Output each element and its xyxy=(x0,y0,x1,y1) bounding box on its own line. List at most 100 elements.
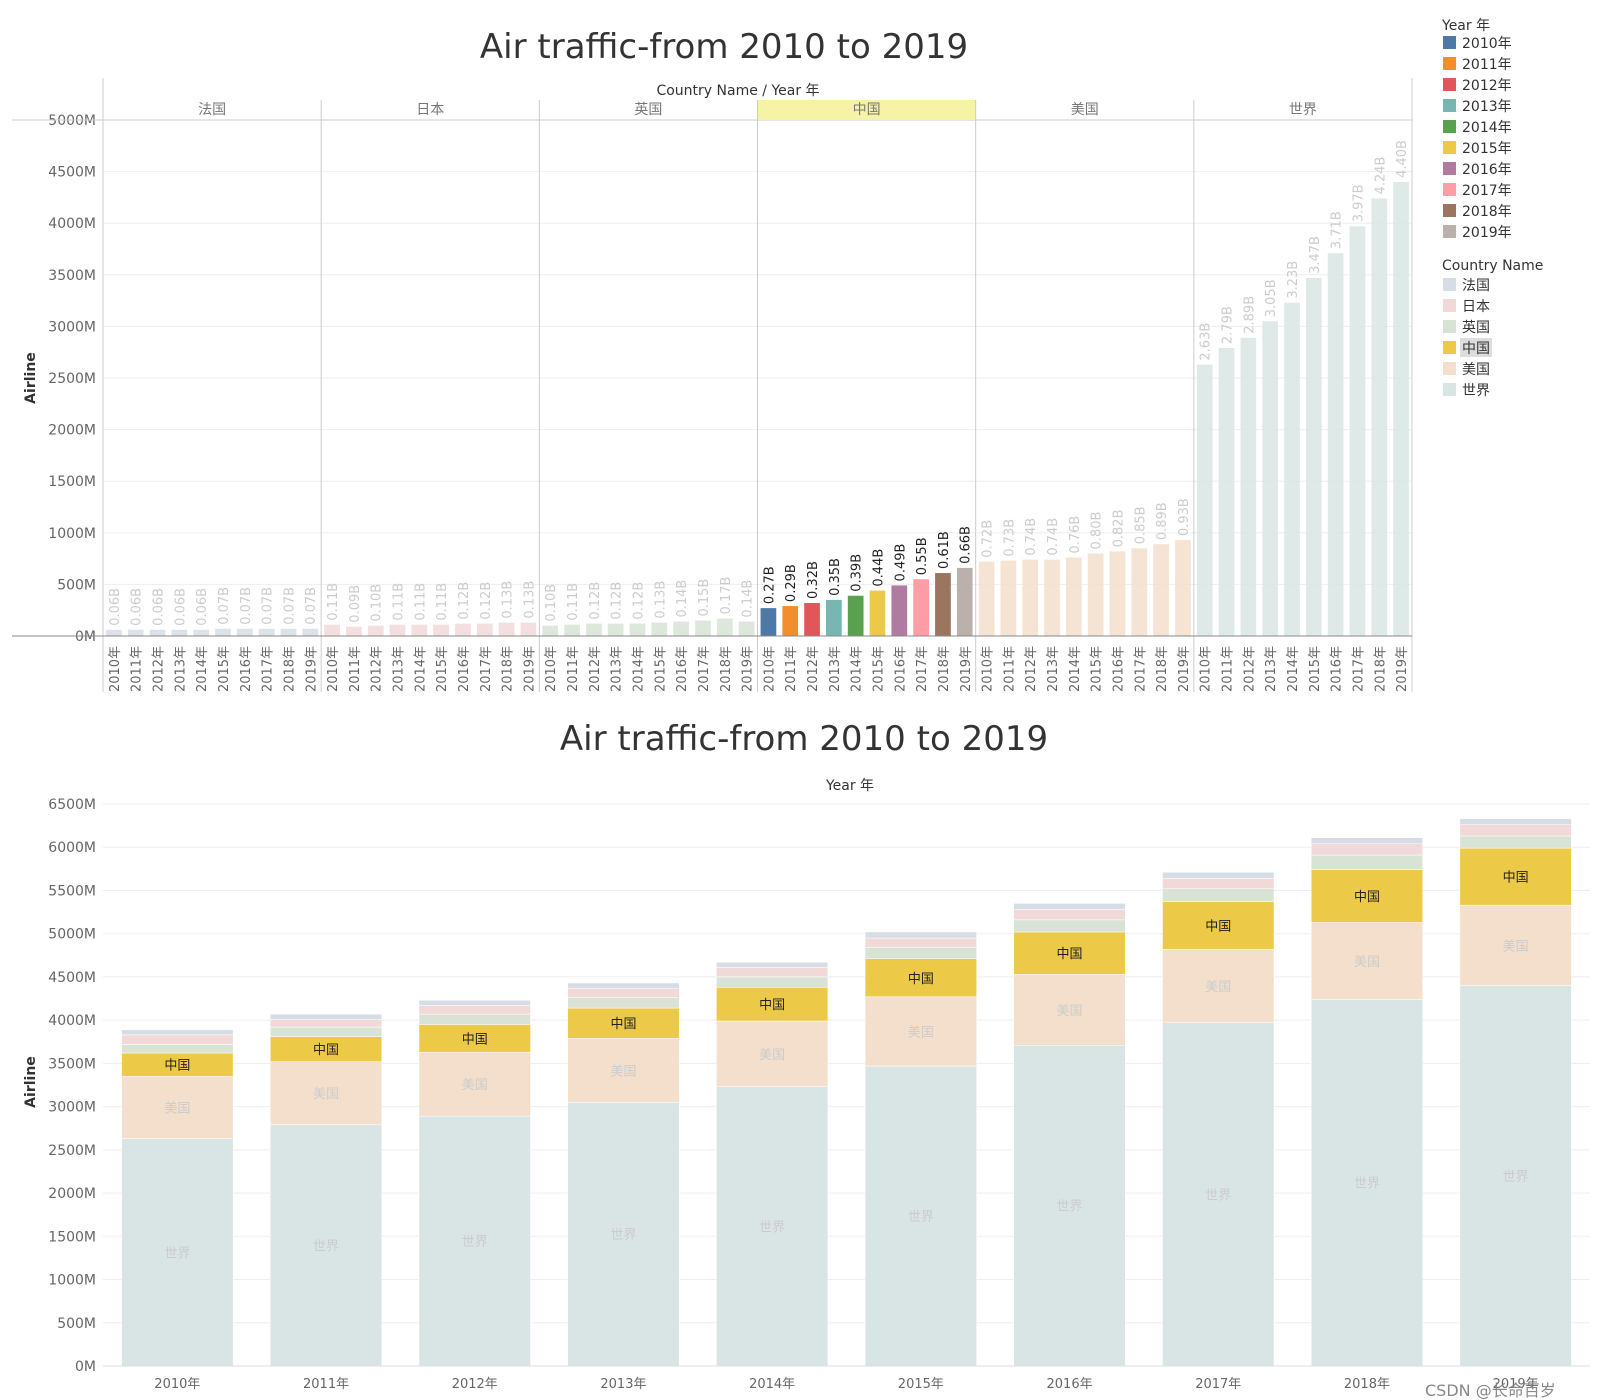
x-tick-label: 2016年 xyxy=(239,646,254,692)
segment-label: 中国 xyxy=(908,972,934,987)
y-tick-label: 4500M xyxy=(48,165,96,181)
x-tick-label: 2015年 xyxy=(653,646,668,692)
x-tick-label: 2013年 xyxy=(828,646,843,692)
x-tick-label: 2016年 xyxy=(1330,646,1345,692)
facet-label: 中国 xyxy=(853,102,881,118)
x-tick-label: 2014年 xyxy=(1286,646,1301,692)
x-tick-label: 2010年 xyxy=(326,646,341,692)
bar xyxy=(760,608,777,636)
bar xyxy=(978,561,995,636)
x-tick-label: 2012年 xyxy=(1024,646,1039,692)
bar xyxy=(847,595,864,636)
bar xyxy=(1327,253,1344,637)
bar xyxy=(1371,198,1388,636)
stack-segment xyxy=(270,1061,383,1126)
bar-value-label: 3.23B xyxy=(1286,261,1301,299)
bar xyxy=(1305,277,1322,636)
x-tick-label: 2018年 xyxy=(1373,646,1388,692)
stack-segment xyxy=(1459,847,1572,906)
legend-swatch xyxy=(1443,204,1456,217)
stack-segment xyxy=(1162,901,1275,950)
bar-value-label: 4.24B xyxy=(1373,157,1388,195)
stack-segment xyxy=(1459,904,1572,986)
bar xyxy=(1175,540,1191,636)
x-tick-label: 2014年 xyxy=(850,646,865,692)
bar-value-label: 0.44B xyxy=(871,549,886,587)
facet-label: 英国 xyxy=(634,101,662,118)
x-tick-label: 2013年 xyxy=(610,646,625,692)
segment-label: 世界 xyxy=(313,1239,339,1254)
bar-value-label: 0.85B xyxy=(1133,506,1148,544)
bar xyxy=(673,621,689,636)
x-tick-label: 2018年 xyxy=(282,646,297,692)
segment-label: 美国 xyxy=(462,1078,488,1093)
x-tick-label: 2011年 xyxy=(1221,646,1236,692)
segment-label: 美国 xyxy=(1205,980,1231,995)
bar xyxy=(826,599,842,636)
segment-label: 美国 xyxy=(1503,939,1529,954)
stack-segment xyxy=(864,937,977,948)
y-tick-label: 2500M xyxy=(48,1143,96,1159)
facet-label: 世界 xyxy=(1289,102,1317,118)
x-tick-label: 2011年 xyxy=(130,646,145,692)
stack-segment xyxy=(864,996,977,1067)
y-tick-label: 2000M xyxy=(48,1186,96,1202)
stack-segment xyxy=(1013,919,1126,933)
bar xyxy=(215,628,231,636)
stack-segment xyxy=(567,1102,680,1367)
bar-value-label: 0.39B xyxy=(850,554,865,592)
x-tick-label: 2012年 xyxy=(152,646,167,692)
stack-segment xyxy=(121,1029,234,1036)
legend-swatch xyxy=(1443,278,1456,291)
stack-segment xyxy=(1162,872,1275,879)
x-tick-label: 2011年 xyxy=(1002,646,1017,692)
legend-year-item: 2018年 xyxy=(1462,204,1512,220)
bar xyxy=(258,628,275,636)
bar xyxy=(607,623,624,636)
bar xyxy=(782,606,799,636)
bar-value-label: 0.72B xyxy=(981,520,996,558)
segment-label: 美国 xyxy=(908,1025,934,1040)
x-tick-label: 2010年 xyxy=(1199,646,1214,692)
x-tick-label: 2010年 xyxy=(544,646,559,692)
stack-segment xyxy=(864,931,977,939)
stack-segment xyxy=(1162,878,1275,889)
bar-value-label: 0.12B xyxy=(457,582,472,620)
bar xyxy=(455,623,471,636)
bar xyxy=(1022,559,1039,636)
x-tick-label: 2018年 xyxy=(1155,646,1170,692)
legend-swatch xyxy=(1443,162,1456,175)
bar-value-label: 0.11B xyxy=(326,583,341,621)
stack-segment xyxy=(1310,843,1423,856)
bar-value-label: 0.07B xyxy=(282,587,297,625)
bar xyxy=(1240,337,1257,636)
bar xyxy=(193,629,210,636)
bar-value-label: 0.13B xyxy=(501,581,516,619)
segment-label: 世界 xyxy=(1354,1177,1380,1192)
legend[interactable]: Year 年 2010年 2011年 2012年 2013年 2014年 2015年 2016… xyxy=(1441,18,1543,399)
x-tick-label: 2014年 xyxy=(1068,646,1083,692)
bar-value-label: 0.07B xyxy=(261,587,276,625)
y-tick-label: 4500M xyxy=(48,970,96,986)
stack-segment xyxy=(270,1036,383,1062)
bar xyxy=(1000,560,1017,636)
y-tick-label: 6000M xyxy=(48,840,96,856)
y-tick-label: 500M xyxy=(57,1316,96,1332)
stack-segment xyxy=(1162,1022,1275,1367)
legend-year-item: 2010年 xyxy=(1462,36,1512,52)
bar xyxy=(367,625,384,636)
x-tick-label: 2018年 xyxy=(501,646,516,692)
legend-year-item: 2019年 xyxy=(1462,225,1512,241)
legend-country-item: 法国 xyxy=(1462,278,1490,294)
segment-label: 世界 xyxy=(908,1210,934,1225)
x-tick-label: 2014年 xyxy=(632,646,647,692)
segment-label: 美国 xyxy=(313,1087,339,1102)
segment-label: 美国 xyxy=(610,1064,636,1079)
facet-header-highlight xyxy=(757,100,976,120)
y-tick-label: 3500M xyxy=(48,1056,96,1072)
bar-value-label: 0.12B xyxy=(588,582,603,620)
bar xyxy=(1349,226,1366,636)
stack-segment xyxy=(716,1086,829,1367)
legend-country-item: 中国 xyxy=(1462,341,1490,357)
stack-segment xyxy=(864,958,977,998)
